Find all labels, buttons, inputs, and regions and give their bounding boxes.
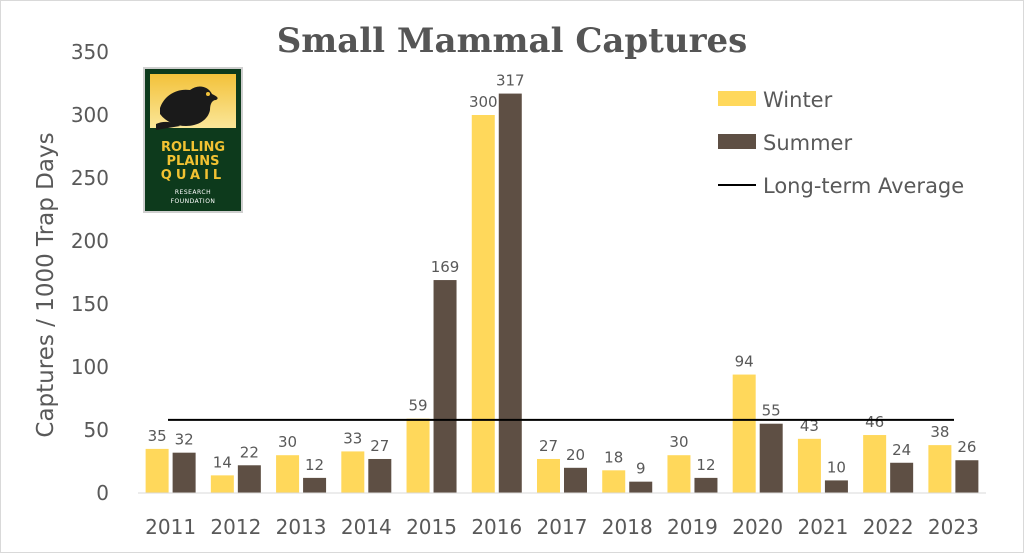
y-axis-label: Captures / 1000 Trap Days (33, 132, 59, 437)
bar-summer (172, 452, 196, 493)
data-label: 43 (800, 417, 819, 435)
bar-winter (406, 418, 430, 493)
data-label: 59 (408, 397, 427, 415)
y-axis-ticks: 0 50 100 150 200 250 300 350 (71, 40, 109, 505)
bar-summer (759, 423, 783, 493)
bar-summer (564, 467, 587, 493)
bar-winter (471, 115, 495, 493)
bar-summer (433, 280, 457, 493)
y-tick-label: 300 (71, 103, 109, 127)
bar-winter (732, 374, 756, 493)
data-label: 24 (892, 441, 911, 459)
legend-label-summer: Summer (763, 131, 852, 155)
bars (145, 93, 979, 493)
data-label: 32 (175, 431, 194, 449)
y-tick-label: 150 (71, 292, 109, 316)
bar-winter (797, 438, 821, 493)
x-tick-label: 2014 (341, 515, 392, 539)
data-label: 12 (305, 456, 324, 474)
data-label: 14 (213, 453, 232, 471)
bar-summer (303, 477, 327, 493)
data-label: 46 (865, 413, 884, 431)
legend-swatch-summer (718, 134, 756, 149)
x-tick-label: 2018 (602, 515, 653, 539)
bar-winter (276, 455, 300, 493)
chart-title: Small Mammal Captures (277, 21, 748, 61)
data-label: 22 (240, 443, 259, 461)
data-label: 94 (735, 353, 754, 371)
bar-summer (890, 462, 914, 493)
bar-winter (537, 458, 560, 493)
x-tick-label: 2011 (145, 515, 196, 539)
data-label: 300 (469, 93, 498, 111)
bar-winter (667, 455, 691, 493)
legend-label-average: Long-term Average (763, 174, 964, 198)
x-tick-label: 2015 (406, 515, 457, 539)
data-label: 38 (930, 423, 949, 441)
bar-summer (368, 458, 392, 493)
data-label: 30 (278, 433, 297, 451)
bar-winter (210, 475, 234, 493)
data-label: 18 (604, 448, 623, 466)
bar-winter (602, 470, 626, 493)
legend: Winter Summer Long-term Average (718, 88, 964, 198)
bar-summer (498, 93, 522, 493)
x-tick-label: 2012 (210, 515, 261, 539)
x-tick-label: 2016 (471, 515, 522, 539)
data-label: 55 (762, 402, 781, 420)
data-label: 20 (566, 446, 585, 464)
x-tick-label: 2019 (667, 515, 718, 539)
y-tick-label: 200 (71, 229, 109, 253)
x-tick-label: 2022 (863, 515, 914, 539)
data-label: 317 (496, 72, 525, 90)
x-tick-label: 2023 (928, 515, 979, 539)
bar-winter (928, 445, 952, 493)
x-tick-label: 2013 (276, 515, 327, 539)
data-label: 26 (957, 438, 976, 456)
quail-icon (150, 86, 236, 136)
bar-summer (824, 480, 848, 493)
legend-label-winter: Winter (763, 88, 833, 112)
foundation-logo: ROLLING PLAINS QUAIL RESEARCH FOUNDATION (143, 67, 243, 213)
bar-summer (694, 477, 718, 493)
y-tick-label: 350 (71, 40, 109, 64)
x-tick-label: 2020 (732, 515, 783, 539)
bar-winter (341, 451, 365, 493)
data-label: 27 (539, 437, 558, 455)
y-tick-label: 50 (84, 418, 109, 442)
data-label: 10 (827, 458, 846, 476)
bar-summer (629, 481, 653, 493)
data-label: 33 (343, 429, 362, 447)
logo-subline-2: FOUNDATION (170, 198, 216, 205)
x-tick-label: 2021 (797, 515, 848, 539)
y-tick-label: 250 (71, 166, 109, 190)
data-label: 35 (148, 427, 167, 445)
data-label: 27 (370, 437, 389, 455)
data-label: 30 (669, 433, 688, 451)
data-label: 9 (636, 460, 646, 478)
bar-summer (955, 460, 979, 493)
logo-line-1: ROLLING (160, 140, 226, 155)
bar-summer (237, 465, 261, 493)
x-tick-label: 2017 (537, 515, 588, 539)
data-labels: 35 32 14 22 30 12 33 27 59 169 300 317 27 20 18 9 30 12 94… (148, 72, 977, 478)
y-tick-label: 100 (71, 355, 109, 379)
logo-line-2: PLAINS (166, 154, 220, 169)
legend-swatch-winter (718, 91, 756, 106)
y-tick-label: 0 (96, 481, 109, 505)
x-axis-ticks: 2011 2012 2013 2014 2015 2016 2017 2018 2019 2020… (145, 515, 979, 539)
bar-winter (145, 448, 169, 493)
logo-line-3: QUAIL (160, 168, 226, 183)
data-label: 12 (696, 456, 715, 474)
bar-winter (863, 435, 887, 493)
logo-subline-1: RESEARCH (174, 189, 212, 196)
data-label: 169 (431, 258, 460, 276)
